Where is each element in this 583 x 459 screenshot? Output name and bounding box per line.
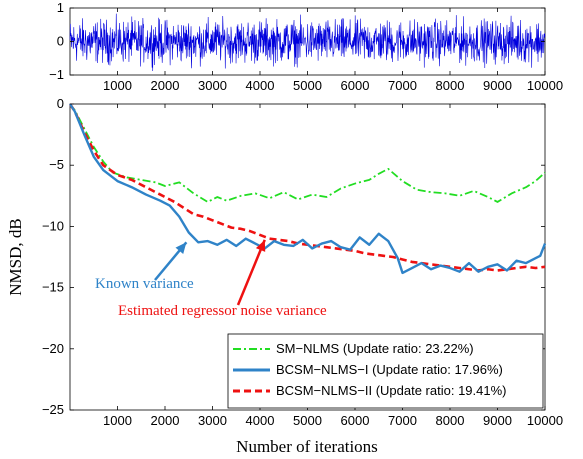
nmsd-xtick-label: 6000 bbox=[341, 413, 370, 428]
nmsd-xtick-label: 8000 bbox=[436, 413, 465, 428]
nmsd-series-group bbox=[68, 103, 547, 275]
annotation-arrow-line bbox=[236, 239, 266, 306]
annotation-label: Known variance bbox=[95, 276, 194, 292]
nmsd-ytick-label: −10 bbox=[42, 218, 64, 233]
signal-xtick-label: 5000 bbox=[293, 78, 322, 93]
nmsd-ytick-label: −20 bbox=[42, 341, 64, 356]
x-axis-label: Number of iterations bbox=[236, 437, 378, 456]
nmsd-xtick-label: 10000 bbox=[527, 413, 563, 428]
annotation-arrowhead bbox=[175, 242, 187, 254]
nmsd-ytick-label: −5 bbox=[49, 157, 64, 172]
nmsd-x-ticks: 1000 2000 3000 4000 5000 6000 7000 8000 9000 1000… bbox=[103, 104, 563, 428]
signal-xtick-label: 1000 bbox=[103, 78, 132, 93]
signal-xtick-label: 9000 bbox=[483, 78, 512, 93]
annotation-arrowhead bbox=[255, 239, 266, 252]
signal-xtick-label: 6000 bbox=[341, 78, 370, 93]
signal-trace bbox=[69, 13, 546, 72]
nmsd-y-ticks: 0 −5 −10 −15 −20 −25 bbox=[42, 96, 545, 417]
nmsd-xtick-label: 2000 bbox=[151, 413, 180, 428]
signal-x-ticks: 1000 2000 3000 4000 5000 6000 7000 8000 9000 1000… bbox=[103, 8, 563, 93]
legend-label-bcsm-nlms-i: BCSM−NLMS−I (Update ratio: 17.96%) bbox=[276, 362, 503, 377]
legend-label-bcsm-nlms-ii: BCSM−NLMS−II (Update ratio: 19.41%) bbox=[276, 383, 507, 398]
nmsd-xtick-label: 3000 bbox=[198, 413, 227, 428]
legend-label-sm-nlms: SM−NLMS (Update ratio: 23.22%) bbox=[276, 341, 474, 356]
nmsd-ytick-label: 0 bbox=[57, 96, 64, 111]
signal-ytick-label: −1 bbox=[49, 67, 64, 82]
nmsd-panel: 1000 2000 3000 4000 5000 6000 7000 8000 9000 1000… bbox=[6, 96, 563, 456]
signal-xtick-label: 10000 bbox=[527, 78, 563, 93]
nmsd-xtick-label: 5000 bbox=[293, 413, 322, 428]
signal-xtick-label: 8000 bbox=[436, 78, 465, 93]
nmsd-xtick-label: 9000 bbox=[483, 413, 512, 428]
y-axis-label: NMSD, dB bbox=[6, 218, 25, 295]
nmsd-xtick-label: 1000 bbox=[103, 413, 132, 428]
legend-box bbox=[227, 333, 544, 409]
legend: SM−NLMS (Update ratio: 23.22%) BCSM−NLMS… bbox=[227, 333, 544, 409]
nmsd-xtick-label: 4000 bbox=[246, 413, 275, 428]
nmsd-xtick-label: 7000 bbox=[388, 413, 417, 428]
signal-xtick-label: 2000 bbox=[151, 78, 180, 93]
nmsd-ytick-label: −25 bbox=[42, 402, 64, 417]
annotation-label: Estimated regressor noise variance bbox=[118, 303, 327, 319]
signal-y-ticks: −1 0 1 bbox=[49, 0, 545, 82]
signal-ytick-label: 0 bbox=[57, 34, 64, 49]
signal-ytick-label: 1 bbox=[57, 0, 64, 15]
signal-panel: 1000 2000 3000 4000 5000 6000 7000 8000 9000 1000… bbox=[49, 0, 563, 93]
legend-entry-bcsm-nlms-i: BCSM−NLMS−I (Update ratio: 17.96%) bbox=[233, 362, 503, 377]
annotation-group: Known variance Estimated regressor noise … bbox=[95, 239, 327, 319]
legend-entry-bcsm-nlms-ii: BCSM−NLMS−II (Update ratio: 19.41%) bbox=[233, 383, 507, 398]
signal-xtick-label: 3000 bbox=[198, 78, 227, 93]
series-line-sm-nlms bbox=[69, 103, 546, 203]
legend-entry-sm-nlms: SM−NLMS (Update ratio: 23.22%) bbox=[233, 341, 474, 356]
signal-xtick-label: 7000 bbox=[388, 78, 417, 93]
signal-xtick-label: 4000 bbox=[246, 78, 275, 93]
nmsd-ytick-label: −15 bbox=[42, 280, 64, 295]
series-line-bcsm-nlms-i bbox=[68, 103, 547, 275]
